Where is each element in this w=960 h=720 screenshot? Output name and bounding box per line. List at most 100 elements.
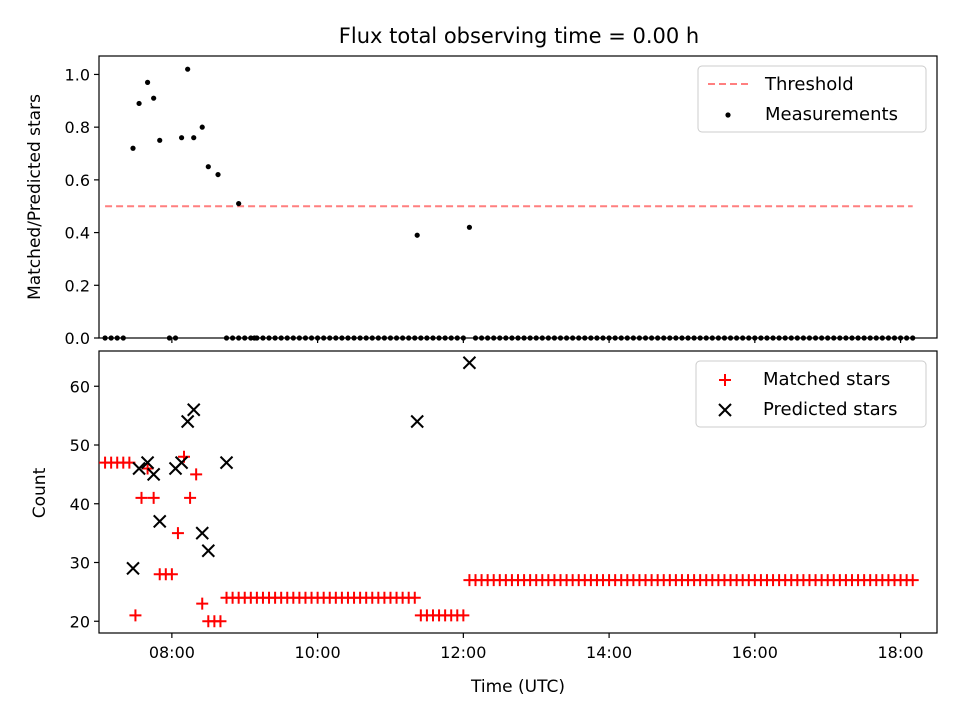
- measurement-point: [758, 335, 764, 341]
- measurement-point: [521, 335, 527, 341]
- bottom-y-ticks: 20 30 40 50 60: [70, 377, 99, 631]
- measurement-point: [545, 335, 551, 341]
- measurement-point: [321, 335, 327, 341]
- measurement-point: [667, 335, 673, 341]
- measurement-point: [764, 335, 770, 341]
- measurement-point: [430, 335, 436, 341]
- measurement-point: [904, 335, 910, 341]
- measurement-point: [582, 335, 588, 341]
- matched-star-point: [196, 597, 209, 610]
- measurement-point: [381, 335, 388, 341]
- measurement-point: [752, 335, 758, 341]
- legend-matched-label: Matched stars: [763, 369, 890, 390]
- predicted-star-point: [174, 455, 189, 470]
- measurement-point: [296, 335, 302, 341]
- predicted-star-point: [201, 544, 216, 558]
- predicted-star-point: [153, 514, 167, 529]
- measurement-point: [721, 335, 728, 341]
- measurement-point: [843, 335, 849, 341]
- measurement-point: [624, 335, 630, 341]
- top-marks: [102, 66, 916, 341]
- bottom-legend-box: [695, 360, 927, 428]
- measurement-point: [393, 335, 400, 341]
- predicted-star-point: [187, 403, 201, 417]
- measurement-point: [576, 335, 582, 341]
- matched-star-point: [147, 491, 160, 504]
- predicted-star-point: [146, 467, 161, 482]
- measurement-point: [831, 335, 837, 341]
- top-axes: 0.0 0.2 0.4 0.6 0.8 1.0 Matched/Predicted sta…: [25, 55, 938, 348]
- measurement-point: [515, 335, 521, 341]
- y-tick-label: 20: [70, 612, 90, 631]
- measurement-point: [357, 335, 363, 341]
- measurement-point: [327, 335, 333, 341]
- y-tick-label: 0.2: [65, 276, 90, 295]
- measurement-point: [442, 335, 448, 341]
- measurement-point: [223, 335, 230, 341]
- measurement-point: [436, 335, 442, 341]
- measurement-point: [363, 335, 369, 341]
- predicted-star-point: [140, 455, 155, 470]
- measurement-point: [539, 335, 545, 341]
- measurement-point: [172, 335, 179, 341]
- measurement-point: [136, 100, 142, 107]
- measurement-point: [315, 335, 321, 341]
- measurement-point: [266, 335, 272, 341]
- measurement-point: [272, 335, 278, 341]
- measurement-point: [782, 335, 788, 341]
- measurement-point: [873, 335, 879, 341]
- measurement-point: [770, 335, 776, 341]
- measurement-point: [151, 95, 157, 101]
- x-tick-label: 16:00: [732, 643, 778, 662]
- legend-matched-swatch: [719, 374, 731, 386]
- measurement-point: [734, 335, 740, 341]
- measurement-point: [302, 335, 309, 341]
- bottom-axes-frame: [98, 350, 938, 634]
- measurement-point: [406, 335, 412, 341]
- measurement-point: [570, 335, 576, 341]
- top-legend: Threshold Measurements: [697, 65, 927, 133]
- measurement-point: [375, 335, 381, 341]
- measurement-point: [102, 335, 108, 341]
- measurement-point: [191, 135, 197, 141]
- measurement-point: [703, 335, 709, 341]
- measurement-point: [867, 335, 873, 341]
- measurement-point: [242, 335, 248, 341]
- measurement-point: [260, 335, 266, 341]
- x-tick-label: 12:00: [440, 643, 486, 662]
- x-tick-label: 10:00: [295, 643, 341, 662]
- matched-star-point: [190, 468, 203, 481]
- measurement-point: [837, 335, 843, 341]
- y-tick-label: 0.0: [65, 329, 90, 348]
- measurement-point: [891, 335, 898, 341]
- measurement-point: [812, 335, 819, 341]
- measurement-point: [345, 335, 351, 341]
- measurement-point: [472, 335, 479, 341]
- measurement-point: [454, 335, 460, 341]
- measurement-point: [806, 335, 813, 341]
- measurement-point: [120, 335, 126, 341]
- measurement-point: [185, 66, 191, 72]
- measurement-point: [855, 335, 861, 341]
- measurement-point: [527, 335, 533, 341]
- measurement-point: [794, 335, 800, 341]
- chart-title: Flux total observing time = 0.00 h: [339, 24, 699, 48]
- measurement-point: [418, 335, 424, 341]
- legend-predicted-swatch: [718, 403, 732, 417]
- measurement-point: [108, 335, 114, 341]
- y-tick-label: 0.4: [65, 224, 90, 243]
- bottom-y-axis-label: Count: [30, 467, 50, 518]
- measurement-point: [278, 335, 284, 341]
- measurement-point: [157, 137, 163, 143]
- measurement-point: [691, 335, 697, 341]
- measurement-point: [551, 335, 558, 341]
- measurement-point: [466, 224, 473, 230]
- x-tick-label: 18:00: [878, 643, 924, 662]
- measurement-point: [478, 335, 485, 341]
- measurement-point: [600, 335, 606, 341]
- measurement-point: [533, 335, 539, 341]
- bottom-x-axis-label: Time (UTC): [470, 677, 565, 697]
- measurement-point: [800, 335, 807, 341]
- measurement-point: [351, 335, 357, 341]
- matched-star-point: [165, 568, 178, 581]
